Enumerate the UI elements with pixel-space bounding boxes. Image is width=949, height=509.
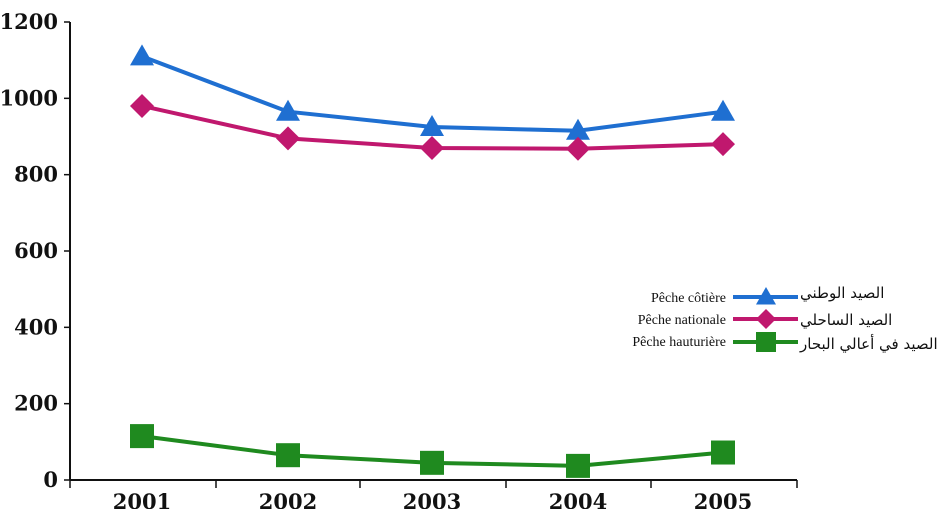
y-axis: 0 200 400 600 800 1000 1200 xyxy=(0,9,71,492)
y-tick-label: 200 xyxy=(14,391,58,416)
data-point xyxy=(130,44,154,66)
legend-swatch-marker xyxy=(756,287,776,305)
legend-fr-1: Pêche nationale xyxy=(638,313,726,328)
data-point xyxy=(276,126,300,151)
x-axis: 2001 2002 2003 2004 2005 xyxy=(69,479,798,509)
series-1 xyxy=(130,93,735,161)
data-point xyxy=(276,443,300,468)
x-tick-label: 2003 xyxy=(403,489,461,509)
data-point xyxy=(711,99,735,121)
y-tick-label: 0 xyxy=(43,467,58,492)
data-point xyxy=(420,135,444,160)
legend-fr-0: Pêche côtière xyxy=(651,291,726,306)
x-tick-label: 2004 xyxy=(549,489,607,509)
x-tick-label: 2005 xyxy=(694,489,752,509)
data-point xyxy=(420,114,444,136)
data-point xyxy=(130,424,154,449)
data-point xyxy=(566,453,590,478)
data-point xyxy=(711,132,735,157)
data-point xyxy=(420,450,444,475)
x-tick-label: 2001 xyxy=(113,489,171,509)
data-point xyxy=(276,99,300,121)
y-tick-label: 600 xyxy=(14,238,58,263)
y-tick-label: 800 xyxy=(14,162,58,187)
y-tick-label: 400 xyxy=(14,314,58,339)
legend-ar-0: الصيد الوطني xyxy=(800,284,884,303)
data-point xyxy=(130,93,154,118)
legend-ar-2: الصيد في أعالي البحار xyxy=(799,334,938,354)
series-layer xyxy=(130,44,735,478)
data-point xyxy=(566,118,590,140)
data-point xyxy=(566,136,590,161)
y-tick-label: 1200 xyxy=(0,9,58,34)
y-tick-label: 1000 xyxy=(0,85,58,110)
series-2 xyxy=(130,424,735,478)
legend: Pêche côtière الصيد الوطني Pêche nationa… xyxy=(632,284,937,354)
legend-ar-1: الصيد الساحلي xyxy=(800,311,892,330)
x-tick-label: 2002 xyxy=(259,489,317,509)
legend-swatch-marker xyxy=(756,332,776,352)
data-point xyxy=(711,440,735,465)
series-0 xyxy=(130,44,735,140)
legend-fr-2: Pêche hauturière xyxy=(632,335,726,350)
legend-swatch-marker xyxy=(756,309,776,329)
